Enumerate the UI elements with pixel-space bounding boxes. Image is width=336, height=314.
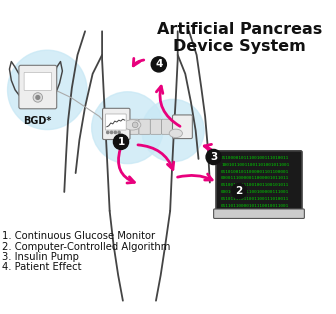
Circle shape [8,50,87,130]
Circle shape [92,92,164,164]
Text: 01110110000101110010011001: 01110110000101110010011001 [221,204,289,208]
FancyBboxPatch shape [172,115,192,138]
Text: 01101001011000001101100001: 01101001011000001101100001 [221,170,289,174]
Circle shape [151,57,166,72]
FancyBboxPatch shape [102,108,130,139]
FancyBboxPatch shape [19,65,57,109]
Circle shape [232,183,247,198]
Text: 00001110000011000001011011: 00001110000011000001011011 [221,176,289,181]
FancyBboxPatch shape [111,119,128,134]
FancyBboxPatch shape [150,119,162,134]
Circle shape [142,99,204,162]
Circle shape [114,131,117,133]
FancyBboxPatch shape [106,114,126,130]
Text: 1: 1 [117,137,125,147]
Text: 01101111011001100111010011: 01101111011001100111010011 [221,197,289,201]
Text: 3. Insulin Pump: 3. Insulin Pump [2,252,79,262]
Circle shape [118,131,120,133]
Text: 2: 2 [236,186,243,196]
Text: 4: 4 [155,59,163,69]
FancyBboxPatch shape [24,73,51,90]
Circle shape [33,93,43,102]
FancyBboxPatch shape [162,119,175,134]
Text: 4. Patient Effect: 4. Patient Effect [2,262,81,272]
FancyBboxPatch shape [214,209,304,219]
Text: 3: 3 [210,152,217,162]
Circle shape [114,134,129,149]
Text: BGD*: BGD* [24,116,52,126]
FancyBboxPatch shape [128,119,139,134]
Text: 1. Continuous Glucose Monitor: 1. Continuous Glucose Monitor [2,231,155,241]
Circle shape [111,131,113,133]
Text: 00010111001100100000111001: 00010111001100100000111001 [221,190,289,194]
Ellipse shape [169,129,182,138]
Ellipse shape [124,120,141,130]
FancyBboxPatch shape [216,151,302,212]
Text: 10010110011001101001011001: 10010110011001101001011001 [221,163,289,167]
FancyBboxPatch shape [139,119,150,134]
Circle shape [206,149,221,165]
Circle shape [132,122,138,128]
Text: Artificial Pancreas
Device System: Artificial Pancreas Device System [157,22,323,54]
Text: 01100001011100100111010011: 01100001011100100111010011 [221,156,289,160]
Text: 2. Computer-Controlled Algorithm: 2. Computer-Controlled Algorithm [2,241,170,252]
Circle shape [36,95,40,99]
Text: 01100110111001001100101011: 01100110111001001100101011 [221,183,289,187]
Circle shape [107,131,109,133]
